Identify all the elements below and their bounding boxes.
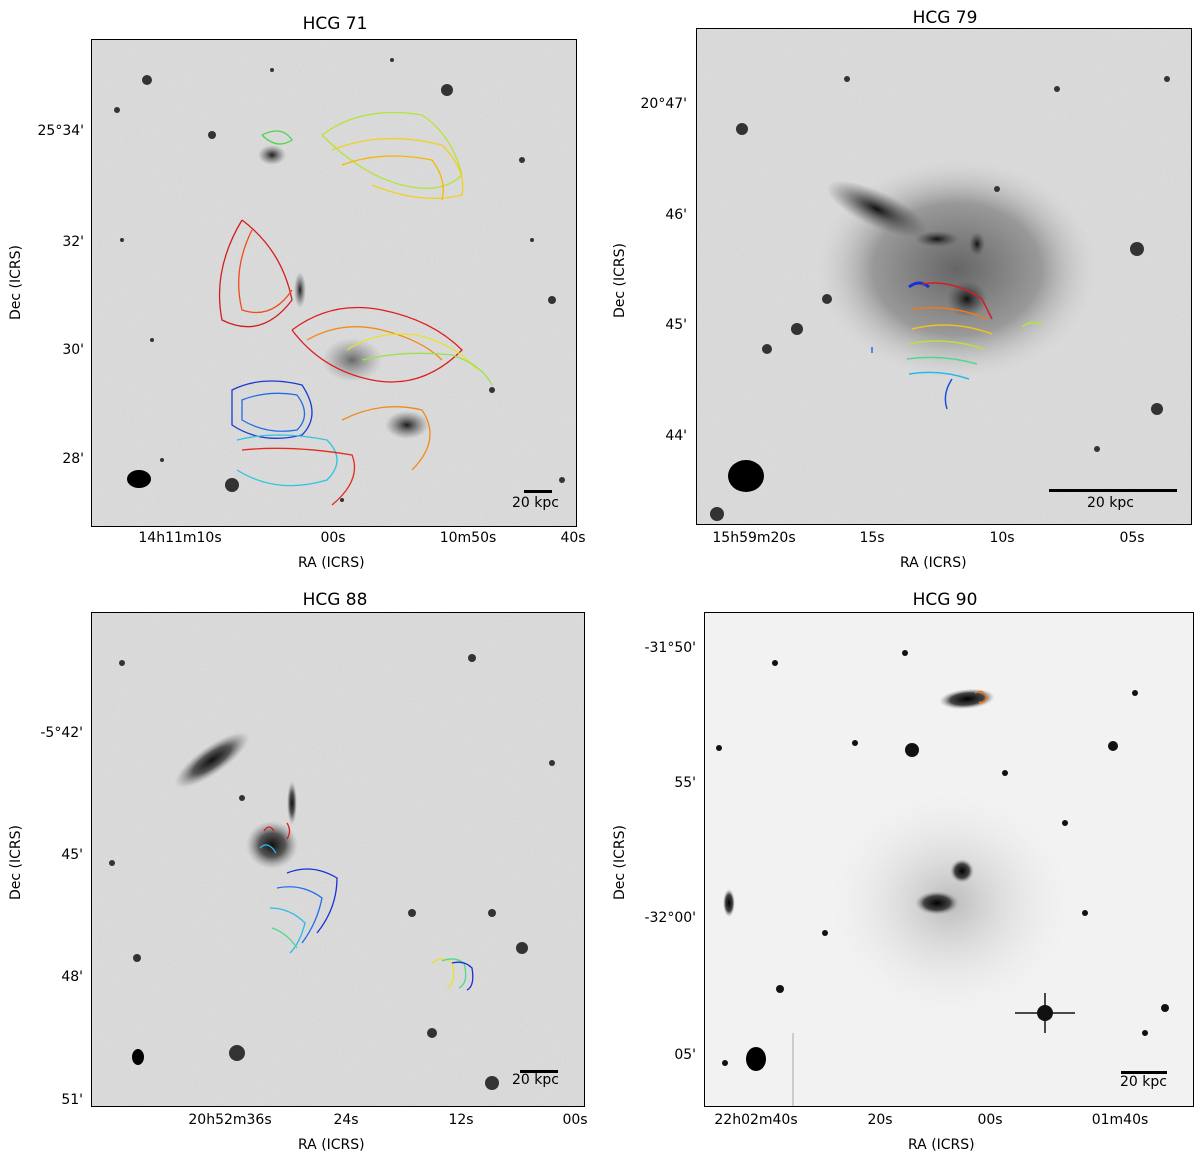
y-axis-label: Dec (ICRS) bbox=[612, 243, 628, 318]
x-axis-label: RA (ICRS) bbox=[908, 1137, 975, 1153]
image-frame bbox=[696, 28, 1192, 525]
image-frame bbox=[704, 612, 1194, 1107]
x-tick: 10s bbox=[989, 530, 1015, 546]
x-tick: 01m40s bbox=[1091, 1112, 1149, 1128]
stars bbox=[109, 654, 555, 1090]
panel-title: HCG 88 bbox=[302, 590, 368, 610]
x-tick: 22h02m40s bbox=[714, 1112, 798, 1128]
x-tick: 24s bbox=[333, 1112, 359, 1128]
x-tick: 00s bbox=[562, 1112, 588, 1128]
x-axis-label: RA (ICRS) bbox=[900, 555, 967, 571]
sky-image bbox=[92, 613, 584, 1106]
x-tick: 10m50s bbox=[439, 530, 497, 546]
panel-title: HCG 71 bbox=[302, 14, 368, 34]
y-tick: 45' bbox=[61, 847, 83, 863]
stars bbox=[716, 650, 1169, 1066]
y-tick: -5°42' bbox=[40, 725, 83, 741]
y-tick: 28' bbox=[62, 451, 84, 467]
stars bbox=[710, 76, 1170, 521]
y-tick: 45' bbox=[665, 317, 687, 333]
velocity-contours bbox=[259, 822, 474, 991]
x-tick: 40s bbox=[560, 530, 586, 546]
y-tick: 20°47' bbox=[640, 96, 687, 112]
sky-image bbox=[705, 613, 1193, 1106]
velocity-contours bbox=[871, 281, 1043, 410]
y-tick: 30' bbox=[62, 342, 84, 358]
scalebar bbox=[524, 490, 552, 493]
y-tick: -32°00' bbox=[644, 910, 696, 926]
velocity-contours bbox=[974, 690, 988, 704]
x-axis-label: RA (ICRS) bbox=[298, 1137, 365, 1153]
image-frame bbox=[91, 39, 577, 527]
y-tick: 32' bbox=[62, 234, 84, 250]
x-tick: 15h59m20s bbox=[712, 530, 796, 546]
image-frame bbox=[91, 612, 585, 1107]
y-tick: 55' bbox=[674, 775, 696, 791]
x-tick: 14h11m10s bbox=[138, 530, 222, 546]
y-tick: 51' bbox=[61, 1092, 83, 1108]
scalebar-label: 20 kpc bbox=[512, 495, 559, 511]
scalebar bbox=[520, 1070, 558, 1073]
sky-image bbox=[697, 29, 1191, 524]
scalebar-label: 20 kpc bbox=[1087, 495, 1134, 511]
y-axis-label: Dec (ICRS) bbox=[612, 825, 628, 900]
scalebar-label: 20 kpc bbox=[512, 1072, 559, 1088]
x-tick: 12s bbox=[448, 1112, 474, 1128]
x-tick: 00s bbox=[320, 530, 346, 546]
y-tick: 48' bbox=[61, 969, 83, 985]
panel-title: HCG 79 bbox=[912, 8, 978, 28]
sky-image bbox=[92, 40, 576, 526]
scalebar bbox=[1121, 1071, 1167, 1074]
y-axis-label: Dec (ICRS) bbox=[8, 245, 24, 320]
beam-ellipse bbox=[746, 1047, 766, 1071]
beam-ellipse bbox=[127, 470, 151, 488]
beam-ellipse bbox=[728, 460, 764, 492]
x-tick: 05s bbox=[1119, 530, 1145, 546]
velocity-contours bbox=[218, 111, 493, 506]
stars bbox=[114, 58, 565, 502]
y-tick: 46' bbox=[665, 207, 687, 223]
x-tick: 15s bbox=[859, 530, 885, 546]
scalebar bbox=[1049, 489, 1177, 492]
y-tick: -31°50' bbox=[644, 640, 696, 656]
panel-title: HCG 90 bbox=[912, 590, 978, 610]
scalebar-label: 20 kpc bbox=[1120, 1074, 1167, 1090]
x-tick: 00s bbox=[977, 1112, 1003, 1128]
x-tick: 20h52m36s bbox=[188, 1112, 272, 1128]
beam-ellipse bbox=[132, 1049, 144, 1065]
y-tick: 44' bbox=[665, 428, 687, 444]
y-tick: 25°34' bbox=[37, 123, 84, 139]
x-tick: 20s bbox=[867, 1112, 893, 1128]
y-axis-label: Dec (ICRS) bbox=[8, 825, 24, 900]
y-tick: 05' bbox=[674, 1047, 696, 1063]
x-axis-label: RA (ICRS) bbox=[298, 555, 365, 571]
